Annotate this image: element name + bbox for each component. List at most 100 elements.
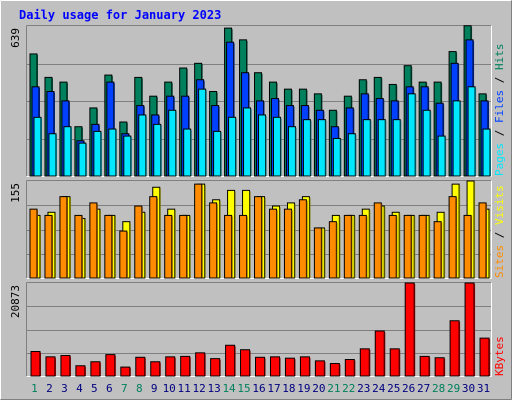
kbytes-bar	[404, 282, 415, 377]
pages-bar	[138, 114, 147, 177]
sites-bar	[44, 214, 53, 279]
pages-bar	[153, 123, 162, 177]
pages-bar	[48, 133, 57, 177]
pages-bar	[78, 142, 87, 177]
pages-bar	[93, 130, 102, 177]
pages-bar	[332, 137, 341, 177]
day-tick-label: 1	[31, 382, 38, 395]
sites-bar	[328, 221, 337, 279]
pages-bar	[123, 135, 132, 177]
kbytes-bar	[195, 352, 206, 377]
kbytes-bar	[284, 357, 295, 377]
pages-bar	[272, 116, 281, 177]
hits-ymax-label: 639	[9, 28, 22, 48]
day-tick-label: 24	[372, 382, 386, 395]
sites-bar	[388, 214, 397, 279]
day-tick-label: 3	[61, 382, 68, 395]
sites-bar	[343, 214, 352, 279]
kbytes-bar	[299, 356, 310, 377]
pages-bar	[467, 86, 476, 177]
sites-bar	[149, 196, 158, 279]
pages-bar	[198, 88, 207, 177]
day-tick-label: 29	[447, 382, 460, 395]
sites-bar	[194, 183, 203, 279]
kbytes-bar	[419, 355, 430, 377]
sites-bar	[74, 214, 83, 279]
sites-bar	[164, 214, 173, 279]
day-tick-label: 16	[252, 382, 265, 395]
sites-bar	[403, 214, 412, 279]
sites-bar	[268, 208, 277, 279]
kbytes-bar	[180, 355, 191, 377]
pages-bar	[33, 116, 42, 177]
hits-legend-4: Hits	[493, 44, 506, 71]
pages-bar	[243, 107, 252, 177]
sites-bar	[254, 196, 263, 279]
kbytes-bar	[90, 361, 101, 377]
pages-bar	[63, 126, 72, 177]
hits-legend-0: Pages	[493, 143, 506, 176]
pages-bar	[422, 109, 431, 177]
pages-bar	[407, 93, 416, 177]
sites-bar	[358, 214, 367, 279]
day-tick-label: 25	[387, 382, 400, 395]
kbytes-bar	[45, 356, 56, 377]
kbytes-bar	[389, 348, 400, 377]
day-tick-label: 23	[357, 382, 370, 395]
kbytes-bar	[30, 350, 41, 377]
day-tick-label: 7	[121, 382, 128, 395]
visits-legend: Sites / Visits	[493, 185, 506, 278]
kbytes-bar	[60, 355, 71, 377]
pages-bar	[228, 116, 237, 177]
sites-bar	[463, 214, 472, 279]
day-tick-label: 20	[312, 382, 325, 395]
day-tick-label: 14	[222, 382, 236, 395]
pages-bar	[482, 128, 491, 177]
day-tick-label: 8	[136, 382, 143, 395]
sites-bar	[313, 227, 322, 279]
kbytes-bar	[150, 361, 161, 377]
day-tick-label: 15	[237, 382, 250, 395]
visits-legend-0: Sites	[493, 245, 506, 278]
sites-bar	[239, 214, 248, 279]
kbytes-bar	[120, 366, 131, 377]
pages-bar	[258, 114, 267, 177]
day-tick-label: 5	[91, 382, 98, 395]
sites-bar	[209, 202, 218, 279]
kbytes-legend-0: KBytes	[493, 336, 506, 376]
pages-bar	[347, 133, 356, 177]
pages-bar	[317, 119, 326, 177]
pages-bar	[452, 100, 461, 177]
pages-bar	[168, 109, 177, 177]
sites-bar	[298, 199, 307, 279]
day-tick-label: 19	[297, 382, 310, 395]
kbytes-bar	[225, 344, 236, 377]
day-tick-label: 27	[417, 382, 430, 395]
sites-bar	[373, 202, 382, 279]
kbytes-bar	[240, 349, 251, 377]
day-tick-label: 22	[342, 382, 355, 395]
day-tick-label: 28	[432, 382, 445, 395]
day-tick-label: 4	[76, 382, 83, 395]
kbytes-bar	[210, 358, 221, 377]
kbytes-bar	[434, 357, 445, 377]
day-tick-label: 12	[193, 382, 206, 395]
kbytes-bar	[449, 320, 460, 377]
sites-bar	[224, 214, 233, 279]
sites-bar	[59, 196, 68, 279]
day-tick-label: 10	[163, 382, 176, 395]
day-tick-label: 6	[106, 382, 113, 395]
day-tick-label: 31	[477, 382, 490, 395]
kbytes-bar	[314, 360, 325, 377]
kbytes-bar	[135, 356, 146, 377]
kbytes-ymax-label: 20873	[9, 285, 22, 318]
pages-bar	[302, 119, 311, 177]
hits-legend-2: Files	[493, 90, 506, 123]
sites-bar	[89, 202, 98, 279]
kbytes-bar	[75, 365, 86, 377]
pages-bar	[392, 119, 401, 177]
kbytes-bar	[359, 348, 370, 377]
hits-legend: Pages / Files / Hits	[493, 44, 506, 177]
sites-bar	[448, 196, 457, 279]
